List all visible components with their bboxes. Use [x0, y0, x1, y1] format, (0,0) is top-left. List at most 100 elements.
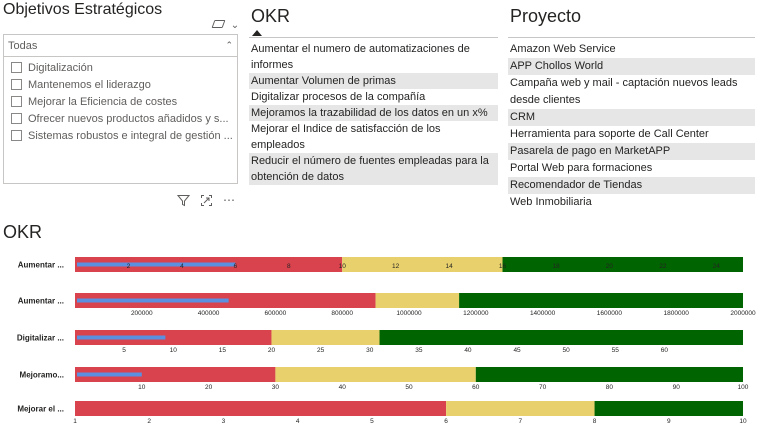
table-row[interactable]: Amazon Web Service [510, 43, 616, 55]
bullet-tick-label: 30 [272, 384, 280, 391]
bullet-tick-label: 10 [739, 418, 747, 425]
bullet-range-mid [271, 330, 380, 345]
bullet-tick-label: 7 [519, 418, 523, 425]
bullet-tick-label: 100 [738, 384, 749, 391]
bullet-category-label[interactable]: Aumentar ... [18, 261, 64, 270]
bullet-tick-label: 60 [661, 347, 669, 354]
bullet-tick-label: 3 [222, 418, 226, 425]
bullet-tick-label: 1400000 [530, 310, 556, 317]
table-row[interactable]: Mejoramos la trazabilidad de los datos e… [249, 105, 498, 121]
checkbox[interactable] [11, 113, 22, 124]
bullet-tick-label: 55 [612, 347, 620, 354]
table-row[interactable]: Portal Web para formaciones [510, 162, 653, 174]
checkbox[interactable] [11, 96, 22, 107]
bullet-tick-label: 25 [317, 347, 325, 354]
okr-column-header[interactable]: OKR [251, 6, 291, 26]
project-table-header[interactable]: Proyecto [508, 0, 755, 38]
okr-table-header[interactable]: OKR [249, 0, 498, 38]
slicer-item-label: Mantenemos el liderazgo [28, 78, 151, 91]
bullet-category-label[interactable]: Aumentar ... [18, 297, 64, 306]
bullet-range-high [379, 330, 743, 345]
bullet-tick-label: 16 [499, 263, 507, 270]
okr-table-body: Aumentar el numero de automatizaciones d… [249, 38, 498, 185]
table-row[interactable]: Campaña web y mail - captación nuevos le… [510, 77, 738, 106]
chevron-down-icon[interactable]: ⌄ [230, 20, 240, 31]
bullet-actual-bar [77, 262, 236, 267]
table-row[interactable]: Pasarela de pago en MarketAPP [508, 143, 755, 160]
bullet-range-high [502, 257, 743, 272]
bullet-tick-label: 18 [552, 263, 560, 270]
bullet-tick-label: 90 [673, 384, 681, 391]
bullet-category-label[interactable]: Mejoramo... [20, 371, 64, 380]
bullet-tick-label: 50 [563, 347, 571, 354]
project-column-header[interactable]: Proyecto [510, 6, 582, 26]
slicer-item[interactable]: Digitalización [4, 59, 237, 76]
slicer-dropdown[interactable]: Todas ⌃ [4, 35, 237, 57]
bullet-tick-label: 9 [667, 418, 671, 425]
okr-table: OKR Aumentar el numero de automatizacion… [249, 0, 498, 185]
bullet-tick-label: 20 [205, 384, 213, 391]
bullet-tick-label: 70 [539, 384, 547, 391]
table-row[interactable]: Web Inmobiliaria [510, 196, 592, 208]
bullet-actual-bar [77, 298, 229, 303]
bullet-tick-label: 4 [296, 418, 300, 425]
bullet-tick-label: 10 [170, 347, 178, 354]
bullet-category-label[interactable]: Digitalizar ... [17, 334, 64, 343]
table-row[interactable]: Digitalizar procesos de la compañía [251, 91, 426, 103]
bullet-tick-label: 40 [464, 347, 472, 354]
table-row[interactable]: Reducir el número de fuentes empleadas p… [249, 153, 498, 185]
chevron-up-icon[interactable]: ⌃ [225, 40, 233, 50]
bullet-range-low [75, 367, 276, 382]
table-row[interactable]: CRM [508, 109, 755, 126]
slicer-item[interactable]: Ofrecer nuevos productos añadidos y s... [4, 110, 237, 127]
table-row[interactable]: Herramienta para soporte de Call Center [510, 128, 709, 140]
bullet-tick-label: 24 [713, 263, 721, 270]
bullet-tick-label: 1000000 [396, 310, 422, 317]
slicer-item[interactable]: Mejorar la Eficiencia de costes [4, 93, 237, 110]
slicer-selected-value: Todas [8, 39, 38, 52]
bullet-tick-label: 10 [339, 263, 347, 270]
bullet-tick-label: 4 [180, 263, 184, 270]
bullet-tick-label: 80 [606, 384, 614, 391]
slicer-item-label: Digitalización [28, 61, 93, 74]
slicer-item-label: Ofrecer nuevos productos añadidos y s... [28, 112, 229, 125]
bullet-range-mid [375, 293, 460, 308]
checkbox[interactable] [11, 79, 22, 90]
bullet-tick-label: 800000 [331, 310, 353, 317]
bullet-tick-label: 6 [444, 418, 448, 425]
bullet-tick-label: 600000 [265, 310, 287, 317]
bullet-actual-bar [77, 372, 142, 377]
sort-ascending-icon[interactable] [252, 30, 262, 36]
bullet-tick-label: 2000000 [730, 310, 756, 317]
eraser-icon[interactable] [211, 20, 226, 28]
bullet-tick-label: 200000 [131, 310, 153, 317]
bullet-tick-label: 400000 [198, 310, 220, 317]
bullet-tick-label: 5 [370, 418, 374, 425]
table-row[interactable]: Aumentar el numero de automatizaciones d… [251, 43, 470, 71]
bullet-tick-label: 1 [73, 418, 77, 425]
bullet-tick-label: 20 [268, 347, 276, 354]
checkbox[interactable] [11, 130, 22, 141]
slicer-item[interactable]: Mantenemos el liderazgo [4, 76, 237, 93]
focus-mode-icon[interactable] [200, 194, 213, 207]
more-options-icon[interactable]: ⋯ [223, 193, 235, 207]
checkbox[interactable] [11, 62, 22, 73]
bullet-category-label[interactable]: Mejorar el ... [17, 405, 64, 414]
bullet-range-high [475, 367, 743, 382]
bullet-range-high [594, 401, 743, 416]
table-row[interactable]: Recomendador de Tiendas [508, 177, 755, 194]
bullet-tick-label: 6 [234, 263, 238, 270]
slicer: Todas ⌃ Digitalización Mantenemos el lid… [3, 34, 238, 184]
bullet-actual-bar [77, 335, 166, 340]
table-row[interactable]: Mejorar el Indice de satisfacción de los… [251, 123, 441, 151]
bullet-tick-label: 60 [472, 384, 480, 391]
bullet-range-high [459, 293, 743, 308]
slicer-item[interactable]: Sistemas robustos e integral de gestión … [4, 127, 237, 144]
bullet-tick-label: 22 [659, 263, 667, 270]
table-row[interactable]: Aumentar Volumen de primas [249, 73, 498, 89]
slicer-item-label: Sistemas robustos e integral de gestión … [28, 129, 233, 142]
bullet-tick-label: 8 [287, 263, 291, 270]
table-row[interactable]: APP Chollos World [508, 58, 755, 75]
bullet-tick-label: 1800000 [664, 310, 690, 317]
filter-icon[interactable] [177, 194, 190, 207]
